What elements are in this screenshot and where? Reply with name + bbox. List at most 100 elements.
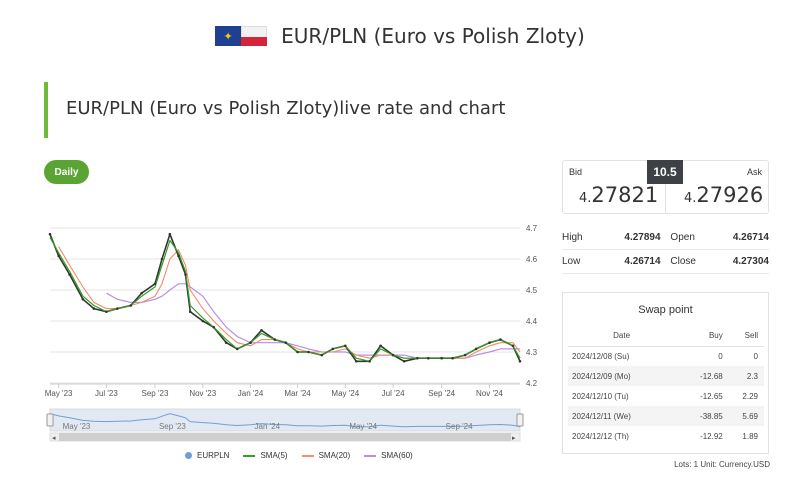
legend-line-icon bbox=[364, 454, 377, 457]
scroll-left-icon[interactable]: ◂ bbox=[52, 434, 56, 442]
navigator-handle[interactable] bbox=[516, 413, 524, 427]
eurpln-point bbox=[168, 232, 172, 236]
eurpln-point bbox=[273, 338, 277, 341]
eurpln-point bbox=[296, 350, 299, 354]
x-tick-label: May '24 bbox=[331, 389, 359, 398]
high-label: High bbox=[562, 232, 583, 243]
legend-item-sma20[interactable]: SMA(20) bbox=[301, 451, 351, 460]
eu-flag-icon: ✦ bbox=[215, 26, 242, 46]
low-label: Low bbox=[562, 256, 581, 267]
eurpln-point bbox=[201, 319, 205, 323]
swap-buy: -12.92 bbox=[700, 431, 723, 441]
daily-period-button[interactable]: Daily bbox=[44, 160, 89, 184]
eurpln-point bbox=[499, 338, 502, 341]
x-tick-label: Nov '23 bbox=[189, 389, 216, 398]
close-label: Close bbox=[670, 256, 696, 267]
legend-label: SMA(60) bbox=[381, 451, 413, 460]
ask-panel[interactable]: Ask 4.27926 bbox=[665, 161, 768, 213]
eurpln-point bbox=[140, 291, 143, 295]
price-chart[interactable]: 4.7 4.6 4.5 4.4 4.3 4.2 May '23 Jul '23 Sep '23 N… bbox=[40, 205, 540, 467]
swap-table: Date Buy Sell 2024/12/08 (Su) 0 0 2024/12/… bbox=[568, 326, 764, 446]
y-tick-label: 4.5 bbox=[526, 286, 538, 295]
table-row: 2024/12/09 (Mo) -12.68 2.3 bbox=[568, 366, 764, 386]
low-value: 4.26714 bbox=[624, 256, 661, 267]
eurpln-point bbox=[153, 282, 157, 286]
swap-date: 2024/12/10 (Tu) bbox=[572, 391, 629, 401]
section-accent-bar bbox=[44, 82, 48, 138]
series-line-sma20 bbox=[58, 246, 521, 359]
legend-dot-icon bbox=[185, 452, 192, 459]
eurpln-point bbox=[184, 273, 187, 276]
eurpln-point bbox=[379, 344, 382, 348]
ohlc-stats: High 4.27894 Open 4.26714 Low 4.26714 Cl… bbox=[562, 226, 769, 274]
eurpln-point bbox=[320, 353, 324, 357]
swap-date: 2024/12/11 (We) bbox=[568, 406, 672, 426]
swap-point-panel: Swap point Date Buy Sell 2024/12/08 (Su)… bbox=[562, 292, 769, 454]
quote-box: Bid 4.27821 Ask 4.27926 bbox=[562, 160, 769, 214]
eurpln-point bbox=[344, 344, 347, 348]
page-title: EUR/PLN (Euro vs Polish Zloty) bbox=[281, 24, 585, 48]
eurpln-point bbox=[68, 273, 71, 276]
table-row: 2024/12/12 (Th) -12.92 1.89 bbox=[568, 426, 764, 446]
eurpln-point bbox=[260, 329, 263, 332]
poland-flag-icon bbox=[241, 26, 268, 46]
eurpln-point bbox=[463, 353, 467, 357]
x-tick-label: Jan '24 bbox=[238, 389, 264, 398]
y-tick-label: 4.6 bbox=[526, 255, 538, 264]
eurpln-point bbox=[249, 341, 252, 344]
stats-row: High 4.27894 Open 4.26714 bbox=[562, 226, 769, 250]
x-tick-label: Sep '24 bbox=[428, 389, 455, 398]
swap-buy: -38.85 bbox=[671, 406, 723, 426]
navigator-line bbox=[49, 413, 521, 428]
navigator-label: May '24 bbox=[349, 422, 377, 431]
eurpln-point bbox=[92, 307, 96, 310]
y-tick-label: 4.3 bbox=[526, 348, 538, 357]
eurpln-point bbox=[116, 307, 119, 310]
eurpln-point bbox=[224, 341, 228, 344]
navigator-scrollbar-thumb[interactable] bbox=[59, 433, 511, 441]
navigator-label: Sep '23 bbox=[159, 422, 186, 431]
ask-digits: 27926 bbox=[696, 183, 764, 207]
eurpln-point bbox=[440, 356, 443, 360]
ask-label: Ask bbox=[746, 167, 762, 177]
eurpln-point bbox=[129, 304, 132, 307]
eurpln-point bbox=[105, 310, 108, 313]
x-tick-label: Sep '23 bbox=[142, 389, 169, 398]
swap-sell: 2.3 bbox=[722, 366, 764, 386]
legend-label: EURPLN bbox=[197, 451, 230, 460]
table-row: 2024/12/11 (We) -38.85 5.69 bbox=[568, 406, 764, 426]
swap-date: 2024/12/08 (Su) bbox=[572, 351, 630, 361]
eurpln-point bbox=[48, 232, 52, 236]
x-tick-label: May '23 bbox=[45, 389, 73, 398]
page-header: ✦ EUR/PLN (Euro vs Polish Zloty) bbox=[0, 24, 800, 48]
legend-line-icon bbox=[243, 454, 256, 457]
navigator-handle[interactable] bbox=[46, 413, 54, 427]
legend-line-icon bbox=[301, 454, 314, 457]
stats-row: Low 4.26714 Close 4.27304 bbox=[562, 250, 769, 274]
eurpln-point bbox=[518, 360, 522, 363]
navigator-label: May '23 bbox=[63, 422, 91, 431]
section-title: EUR/PLN (Euro vs Polish Zloty)live rate … bbox=[66, 98, 506, 119]
legend-item-sma60[interactable]: SMA(60) bbox=[364, 451, 413, 460]
bid-label: Bid bbox=[569, 167, 583, 177]
close-value: 4.27304 bbox=[732, 256, 769, 267]
eurpln-point bbox=[177, 254, 180, 258]
table-row: 2024/12/08 (Su) 0 0 bbox=[568, 346, 764, 366]
chart-legend: EURPLN SMA(5) SMA(20) SMA(60) bbox=[185, 451, 413, 460]
eurpln-point bbox=[160, 257, 164, 261]
scroll-right-icon[interactable]: ▸ bbox=[512, 434, 516, 442]
legend-label: SMA(20) bbox=[318, 451, 351, 460]
swap-buy: 0 bbox=[718, 351, 723, 361]
y-tick-label: 4.7 bbox=[526, 224, 538, 233]
swap-sell: 2.29 bbox=[742, 391, 758, 401]
eurpln-point bbox=[354, 360, 358, 363]
swap-buy: -12.68 bbox=[671, 366, 723, 386]
legend-item-sma5[interactable]: SMA(5) bbox=[243, 451, 288, 460]
legend-item-eurpln[interactable]: EURPLN bbox=[185, 451, 229, 460]
bid-value: 4.27821 bbox=[579, 183, 658, 207]
x-tick-label: Nov '24 bbox=[476, 389, 503, 398]
high-value: 4.27894 bbox=[624, 232, 661, 243]
swap-buy: -12.65 bbox=[700, 391, 723, 401]
bid-panel[interactable]: Bid 4.27821 bbox=[563, 161, 665, 213]
eurpln-point bbox=[284, 341, 288, 344]
